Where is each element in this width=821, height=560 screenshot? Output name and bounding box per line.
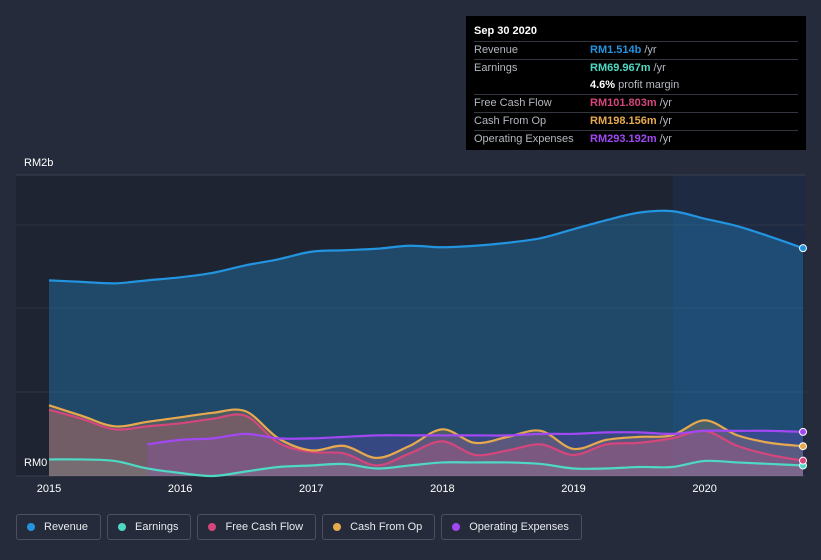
tooltip-unit: /yr — [659, 97, 672, 109]
x-tick-label: 2017 — [299, 483, 323, 495]
tooltip-label: Revenue — [474, 44, 519, 56]
legend-dot-icon — [208, 523, 217, 531]
tooltip-row-cash-from-op: Cash From Op RM198.156m /yr — [474, 112, 798, 130]
legend-item-operating-expenses[interactable]: Operating Expenses — [441, 514, 582, 540]
tooltip-label: Earnings — [474, 62, 518, 74]
x-tick-label: 2016 — [168, 483, 192, 495]
legend-item-free-cash-flow[interactable]: Free Cash Flow — [197, 514, 317, 540]
operating-expenses-line — [147, 429, 804, 446]
legend: Revenue Earnings Free Cash Flow Cash Fro… — [16, 514, 582, 540]
tooltip: Sep 30 2020 Revenue RM1.514b /yr Earning… — [466, 16, 806, 150]
tooltip-unit: /yr — [644, 44, 657, 56]
tooltip-row-profit-margin: 4.6% profit margin — [474, 77, 798, 94]
revenue-end-point — [799, 244, 807, 253]
legend-dot-icon — [333, 523, 342, 531]
legend-item-cash-from-op[interactable]: Cash From Op — [322, 514, 436, 540]
legend-label: Revenue — [44, 521, 89, 533]
legend-label: Cash From Op — [350, 521, 423, 533]
series-layer — [48, 209, 807, 478]
tooltip-value: RM293.192m — [590, 133, 657, 145]
legend-label: Earnings — [135, 521, 179, 533]
chart-area: RM2b RM0 2015 2016 2017 2018 2019 2020 — [16, 157, 807, 495]
operating-expenses-area — [147, 430, 803, 476]
legend-label: Free Cash Flow — [225, 521, 304, 533]
free-cash-flow-end-point — [799, 456, 807, 465]
tooltip-value: RM69.967m — [590, 62, 651, 74]
revenue-line — [48, 209, 804, 285]
tooltip-label: Free Cash Flow — [474, 97, 552, 109]
tooltip-unit: /yr — [659, 133, 672, 145]
legend-item-earnings[interactable]: Earnings — [107, 514, 192, 540]
tooltip-label — [474, 77, 590, 94]
free-cash-flow-area — [49, 409, 803, 476]
y-axis-top-label: RM2b — [24, 157, 53, 169]
tooltip-label: Cash From Op — [474, 115, 547, 127]
legend-dot-icon — [27, 523, 35, 531]
tooltip-date: Sep 30 2020 — [474, 25, 537, 37]
tooltip-unit: /yr — [653, 62, 666, 74]
tooltip-unit: /yr — [659, 115, 672, 127]
earnings-area — [49, 459, 803, 477]
tooltip-value: RM198.156m — [590, 115, 657, 127]
tooltip-unit: profit margin — [618, 79, 680, 91]
tooltip-row-free-cash-flow: Free Cash Flow RM101.803m /yr — [474, 94, 798, 112]
x-tick-label: 2019 — [561, 483, 585, 495]
cash-from-op-end-point — [799, 442, 807, 451]
tooltip-value: RM101.803m — [590, 97, 657, 109]
tooltip-row-earnings: Earnings RM69.967m /yr — [474, 59, 798, 77]
x-tick-label: 2018 — [430, 483, 454, 495]
legend-label: Operating Expenses — [469, 521, 569, 533]
free-cash-flow-line — [48, 408, 804, 467]
legend-dot-icon — [118, 523, 127, 531]
legend-dot-icon — [452, 523, 461, 531]
tooltip-row-revenue: Revenue RM1.514b /yr — [474, 41, 798, 59]
x-tick-label: 2020 — [692, 483, 716, 495]
tooltip-value: RM1.514b — [590, 44, 642, 56]
tooltip-row-operating-expenses: Operating Expenses RM293.192m /yr — [474, 130, 798, 148]
y-axis-bottom-label: RM0 — [24, 457, 47, 469]
x-tick-label: 2015 — [37, 483, 61, 495]
tooltip-label: Operating Expenses — [474, 133, 574, 145]
cash-from-op-area — [49, 405, 803, 476]
earnings-line — [48, 458, 804, 478]
x-axis-ticks: 2015 2016 2017 2018 2019 2020 — [37, 483, 717, 495]
legend-item-revenue[interactable]: Revenue — [16, 514, 102, 540]
tooltip-value: 4.6% — [590, 79, 616, 91]
operating-expenses-end-point — [799, 427, 807, 436]
